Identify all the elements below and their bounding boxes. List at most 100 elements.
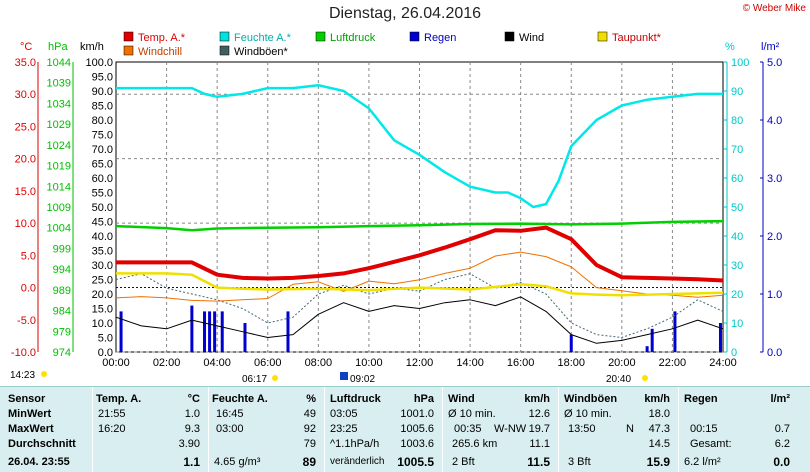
y-tick-label: 1009	[47, 202, 71, 214]
y-tick-label: 5.0	[21, 250, 36, 262]
y-tick-label-right: 100	[731, 57, 749, 69]
x-tick-label: 24:00	[709, 357, 737, 369]
rain-bar	[190, 305, 194, 352]
x-tick-label: 20:00	[608, 357, 636, 369]
y-tick-label: 30.0	[15, 89, 36, 101]
max-direction: N	[626, 423, 634, 435]
y-tick-label-right: 1.0	[767, 289, 782, 301]
current-value: 0.0	[773, 455, 790, 469]
y-tick-label-right: 70	[731, 144, 743, 156]
current-value: 1005.5	[397, 455, 434, 469]
series-line-tempa	[116, 225, 724, 283]
y-tick-label-right: 40	[731, 231, 743, 243]
series-line-taupunkt	[116, 272, 724, 297]
x-tick-label: 12:00	[406, 357, 434, 369]
rain-bar	[673, 311, 677, 352]
y-tick-label-right: 60	[731, 173, 743, 185]
legend-label: Regen	[424, 32, 456, 44]
y-tick-label-right: 4.0	[767, 115, 782, 127]
max-time: 16:20	[98, 423, 126, 435]
max-time: 13:50	[568, 423, 596, 435]
summary-table: Sensor MinWert MaxWert Durchschnitt 26.0…	[0, 386, 810, 472]
axis-unit-rain: l/m²	[761, 41, 780, 53]
row-label: MinWert	[8, 408, 52, 420]
rain-bar	[203, 311, 207, 352]
y-tick-label: 1014	[47, 181, 71, 193]
col-header: Wind	[448, 393, 475, 405]
rain-bar	[645, 346, 649, 352]
wind-column: Wind km/h Ø 10 min. 12.6 00:35 W-NW 19.7 265…	[444, 387, 556, 472]
max-value: 0.7	[774, 423, 790, 435]
avg-value: 1003.6	[400, 438, 434, 450]
x-tick-label: 10:00	[355, 357, 383, 369]
legend-swatch	[597, 31, 608, 42]
marker-dot	[642, 375, 648, 381]
marker-icon	[340, 372, 348, 380]
x-tick-label: 08:00	[305, 357, 333, 369]
y-tick-label: -10.0	[11, 347, 36, 359]
weather-chart: 00:00 02:00 04:00 06:00 08:00 10:00 12:00 14:00…	[10, 31, 782, 385]
x-tick-label: 06:00	[254, 357, 282, 369]
min-value: 49	[303, 408, 316, 420]
y-tick-label-right: 80	[731, 115, 743, 127]
y-tick-label-right: 90	[731, 86, 743, 98]
total-value: 6.2	[774, 438, 790, 450]
avg-value: 11.1	[529, 438, 550, 450]
legend-swatch	[219, 31, 230, 42]
current-value: 89	[302, 455, 316, 469]
y-tick-label: 5.0	[98, 333, 113, 345]
current-value: 11.5	[527, 455, 550, 469]
y-tick-label: 55.0	[92, 188, 113, 200]
total-label: Gesamt:	[690, 438, 732, 450]
y-tick-label: 10.0	[15, 218, 36, 230]
y-tick-label: 35.0	[92, 246, 113, 258]
legend-swatch	[123, 45, 134, 56]
x-tick-label: 14:00	[456, 357, 484, 369]
y-tick-label-right: 3.0	[767, 173, 782, 185]
beaufort-label: 2 Bft	[452, 456, 475, 468]
legend-label: Windböen*	[234, 46, 289, 58]
min-value: 1001.0	[400, 408, 434, 420]
y-tick-label-right: 20	[731, 289, 743, 301]
rain-bar	[718, 323, 722, 352]
rain-bar	[243, 323, 247, 352]
legend-swatch	[219, 45, 230, 56]
min-value: 12.6	[528, 408, 550, 420]
marker-label: 14:23	[10, 370, 35, 381]
y-tick-label: 15.0	[15, 186, 36, 198]
legend-label: Windchill	[138, 46, 182, 58]
max-time: 00:15	[690, 423, 718, 435]
trend-label: ^1.1hPa/h	[330, 438, 380, 450]
max-value: 92	[303, 423, 316, 435]
y-tick-label-right: 30	[731, 260, 743, 272]
y-tick-label: 979	[53, 326, 71, 338]
max-time: 23:25	[330, 423, 358, 435]
y-tick-label: 1039	[47, 78, 71, 90]
min-time: 16:45	[216, 408, 244, 420]
marker-label: 06:17	[242, 374, 267, 385]
marker-dot	[41, 371, 47, 377]
y-tick-label: 1024	[47, 140, 71, 152]
y-tick-label: 25.0	[15, 121, 36, 133]
current-value: 1.1	[183, 455, 200, 469]
page-title: Dienstag, 26.04.2016	[328, 5, 482, 22]
y-tick-label-right: 50	[731, 202, 743, 214]
y-tick-label: 999	[53, 243, 71, 255]
min-time: 03:05	[330, 408, 358, 420]
marker-label: 09:02	[350, 374, 375, 385]
y-tick-label: 974	[53, 347, 71, 359]
y-tick-label: 1044	[47, 57, 71, 69]
current-extra: 4.65 g/m³	[214, 456, 261, 468]
beaufort-label: 3 Bft	[568, 456, 591, 468]
min-value: 1.0	[184, 408, 200, 420]
marker-label: 20:40	[606, 374, 631, 385]
min-value: 18.0	[648, 408, 670, 420]
y-tick-label: 45.0	[92, 217, 113, 229]
avg-value: 14.5	[648, 438, 670, 450]
col-unit: km/h	[644, 393, 670, 405]
y-tick-label: 984	[53, 306, 71, 318]
col-unit: l/m²	[770, 393, 790, 405]
rain-bar	[650, 328, 654, 352]
max-value: 9.3	[184, 423, 200, 435]
weather-label: veränderlich	[330, 456, 385, 467]
